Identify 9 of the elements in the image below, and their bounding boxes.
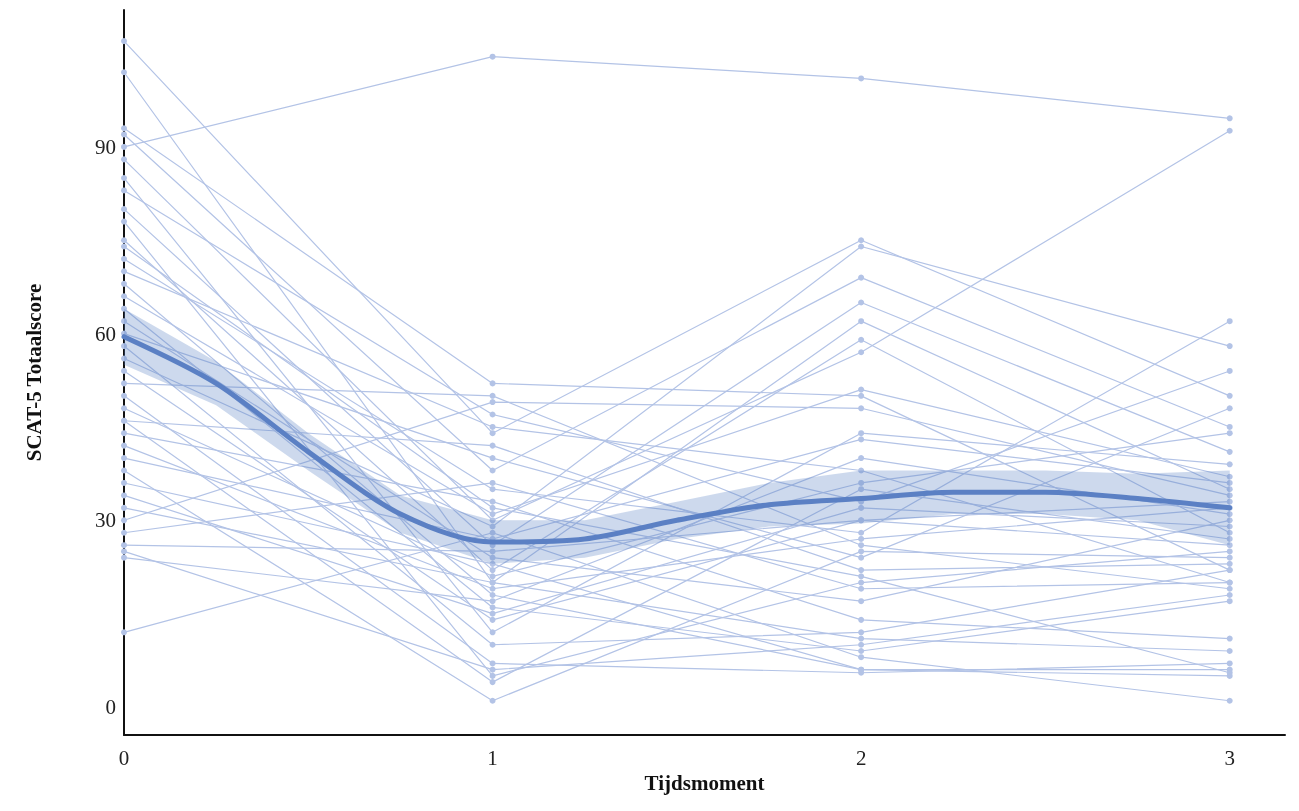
y-axis-title: SCAT-5 Totaalscore: [21, 283, 46, 462]
y-tick-label: 60: [95, 321, 116, 346]
x-axis-title: Tijdsmoment: [644, 771, 765, 796]
y-tick-label: 0: [105, 695, 116, 719]
x-tick-label: 2: [855, 745, 867, 770]
y-tick-label: 30: [95, 508, 116, 533]
x-tick-label: 1: [487, 745, 498, 770]
x-tick-label: 3: [1224, 745, 1235, 770]
y-tick-label: 90: [95, 134, 116, 159]
